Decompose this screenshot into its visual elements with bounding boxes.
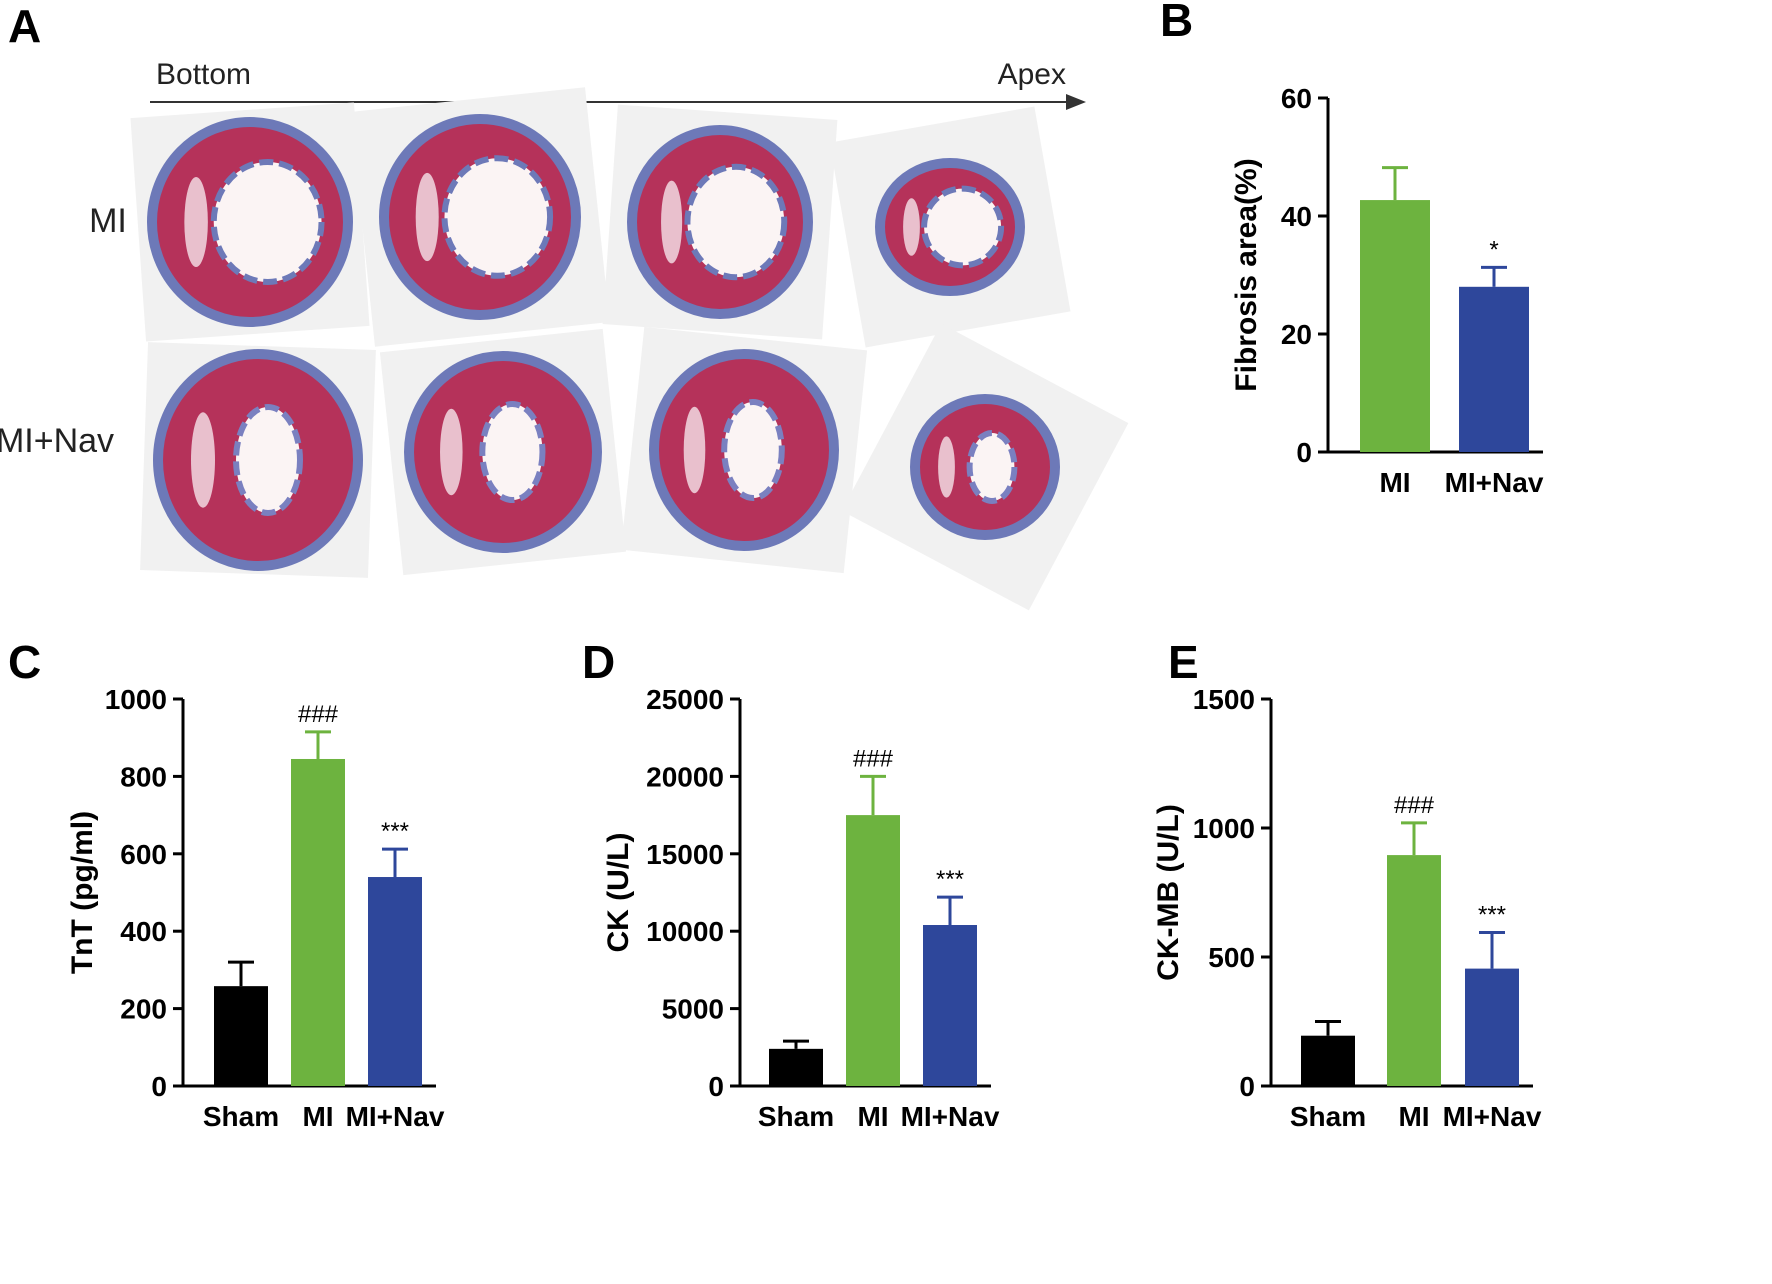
x-tick-label-mi: MI	[1379, 467, 1410, 498]
panel-letter-e: E	[1168, 636, 1199, 688]
ventricle-cavity	[441, 155, 554, 279]
y-tick-label: 10000	[646, 916, 724, 947]
y-tick-label: 0	[1239, 1071, 1255, 1102]
row-label-mi-nav: MI+Nav	[0, 422, 114, 460]
y-tick-label: 200	[120, 994, 167, 1025]
ventricle-cavity	[921, 185, 1005, 269]
y-axis-label: TnT (pg/ml)	[66, 811, 99, 974]
significance-marker-mi-nav: *	[1489, 236, 1498, 263]
y-tick-label: 60	[1281, 83, 1312, 114]
heart-slice-mi-1	[130, 102, 370, 342]
significance-marker-mi: ###	[1394, 792, 1435, 819]
heart-slice-mi-nav-2	[379, 328, 627, 576]
y-axis-label: CK-MB (U/L)	[1152, 804, 1185, 981]
y-axis-label: Fibrosis area(%)	[1230, 158, 1263, 391]
y-tick-label: 400	[120, 916, 167, 947]
significance-marker-mi: ###	[853, 745, 894, 772]
x-tick-label-mi: MI	[857, 1101, 888, 1132]
ventricle-cavity	[721, 399, 785, 501]
bar-sham	[769, 1048, 823, 1086]
direction-start-label: Bottom	[156, 58, 251, 91]
panel-a-histology: A Bottom Apex MI MI+Nav	[0, 0, 1129, 611]
right-ventricle	[191, 412, 215, 508]
y-tick-label: 1000	[105, 684, 167, 715]
panel-letter-d: D	[582, 636, 615, 688]
heart-slices	[130, 87, 1129, 611]
bar-mi	[291, 758, 345, 1086]
heart-slice-mi-nav-3	[620, 326, 868, 574]
bar-mi	[846, 815, 900, 1086]
x-tick-label-sham: Sham	[1290, 1101, 1366, 1132]
y-tick-label: 5000	[662, 994, 724, 1025]
direction-end-label: Apex	[998, 58, 1066, 91]
x-tick-label-mi-nav: MI+Nav	[901, 1101, 1000, 1132]
significance-marker-mi: ###	[298, 701, 339, 728]
ventricle-cavity	[479, 401, 546, 503]
x-tick-label-mi: MI	[302, 1101, 333, 1132]
y-tick-label: 0	[708, 1071, 724, 1102]
y-tick-label: 15000	[646, 839, 724, 870]
right-ventricle	[661, 180, 683, 264]
chart-ck: 0 5000 10000 15000 20000 25000 CK (U/L) Sham MI #…	[602, 684, 1000, 1132]
ventricle-cavity	[210, 159, 325, 285]
chart-ck-mb: 0 500 1000 1500 CK-MB (U/L) Sham MI ### MI+Nav **…	[1152, 684, 1542, 1132]
significance-marker-mi-nav: ***	[1478, 901, 1506, 928]
x-tick-label-mi-nav: MI+Nav	[346, 1101, 445, 1132]
y-tick-label: 20000	[646, 761, 724, 792]
y-tick-label: 500	[1208, 942, 1255, 973]
x-tick-label-mi-nav: MI+Nav	[1445, 467, 1544, 498]
panel-letter-c: C	[8, 636, 41, 688]
heart-slice-mi-nav-4	[841, 323, 1129, 611]
right-ventricle	[903, 198, 920, 256]
x-tick-label-mi-nav: MI+Nav	[1443, 1101, 1542, 1132]
bar-mi-nav	[1465, 968, 1519, 1086]
heart-slice-mi-nav-1	[140, 342, 376, 578]
right-ventricle	[938, 436, 955, 498]
ventricle-cavity	[684, 163, 788, 281]
right-ventricle	[683, 406, 706, 494]
bar-mi	[1360, 200, 1430, 452]
heart-slice-mi-4	[829, 106, 1071, 348]
y-axis-label: CK (U/L)	[602, 833, 635, 953]
bar-sham	[214, 986, 268, 1086]
y-tick-label: 1000	[1193, 813, 1255, 844]
chart-fibrosis-area: 0 20 40 60 Fibrosis area(%) MI MI+Nav *	[1230, 83, 1544, 498]
right-ventricle	[415, 172, 439, 262]
ventricle-cavity	[966, 430, 1018, 504]
significance-marker-mi-nav: ***	[381, 818, 409, 845]
arrow-head-icon	[1066, 94, 1086, 110]
y-tick-label: 40	[1281, 201, 1312, 232]
bar-mi-nav	[923, 925, 977, 1086]
panel-letter-a: A	[8, 0, 41, 52]
right-ventricle	[184, 177, 208, 267]
significance-marker-mi-nav: ***	[936, 866, 964, 893]
y-tick-label: 0	[1296, 437, 1312, 468]
bar-mi-nav	[1459, 286, 1529, 452]
x-tick-label-mi: MI	[1398, 1101, 1429, 1132]
panel-letter-b: B	[1160, 0, 1193, 46]
y-tick-label: 600	[120, 839, 167, 870]
heart-slice-mi-3	[602, 104, 838, 340]
y-tick-label: 800	[120, 761, 167, 792]
heart-slice-mi-2	[350, 87, 610, 347]
y-tick-label: 0	[151, 1071, 167, 1102]
ventricle-cavity	[233, 404, 303, 516]
bar-mi	[1387, 855, 1441, 1086]
row-label-mi: MI	[89, 202, 127, 240]
chart-tnt: 0 200 400 600 800 1000 TnT (pg/ml) Sham MI ### MI+…	[66, 684, 445, 1132]
x-tick-label-sham: Sham	[203, 1101, 279, 1132]
right-ventricle	[440, 408, 463, 496]
y-tick-label: 20	[1281, 319, 1312, 350]
y-tick-label: 1500	[1193, 684, 1255, 715]
x-tick-label-sham: Sham	[758, 1101, 834, 1132]
bar-sham	[1301, 1035, 1355, 1086]
bar-mi-nav	[368, 877, 422, 1086]
y-tick-label: 25000	[646, 684, 724, 715]
